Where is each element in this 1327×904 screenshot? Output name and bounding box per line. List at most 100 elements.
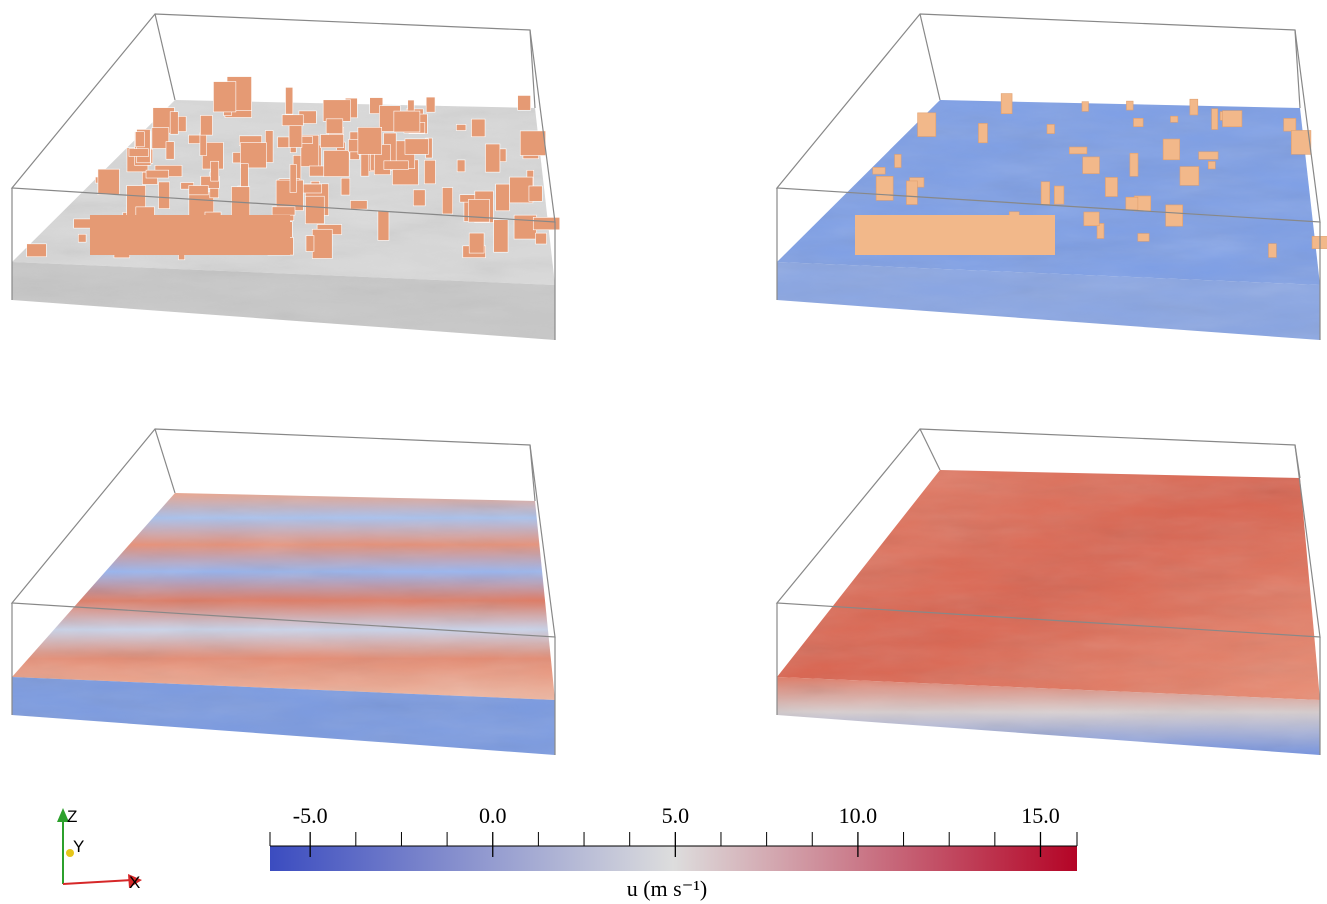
building [408, 100, 414, 111]
bounding-box-edge [920, 429, 940, 470]
building [405, 139, 429, 155]
building [518, 95, 531, 110]
building [323, 100, 350, 122]
building [426, 97, 435, 112]
tick-label: 15.0 [1021, 803, 1060, 828]
render-panel [12, 429, 555, 755]
building [424, 160, 435, 184]
building [282, 115, 303, 126]
colorbar: u (m s⁻¹) -5.0 0.0 5.0 10.0 15.0 [270, 803, 1077, 901]
y-label: Y [73, 837, 84, 856]
building [358, 127, 382, 154]
building [1190, 99, 1198, 115]
building [394, 111, 420, 132]
building [1134, 118, 1144, 126]
building [1082, 102, 1088, 112]
building [1199, 152, 1218, 160]
building [855, 215, 1055, 255]
building [231, 187, 249, 216]
building [536, 233, 547, 244]
building [876, 176, 893, 200]
building [456, 124, 466, 130]
building [529, 186, 542, 201]
building [272, 207, 295, 215]
building [278, 137, 289, 148]
building [78, 234, 86, 242]
building [895, 154, 902, 167]
building [321, 135, 344, 148]
building [309, 166, 323, 176]
building [1041, 182, 1050, 205]
building [1105, 177, 1117, 196]
building [27, 244, 47, 257]
building [471, 119, 485, 137]
building [166, 142, 174, 160]
building [1126, 101, 1133, 110]
building [413, 190, 425, 206]
render-panel [777, 14, 1327, 340]
building [1126, 197, 1138, 210]
building [159, 182, 170, 209]
building [1180, 167, 1199, 186]
building [1208, 161, 1215, 168]
figure: Z Y X u (m s⁻¹) -5.0 0.0 5.0 10.0 15.0 [0, 0, 1327, 904]
building [1084, 212, 1099, 226]
tick-label: -5.0 [293, 803, 328, 828]
building [306, 236, 314, 252]
building [1269, 244, 1277, 258]
bounding-box-edge [1295, 30, 1300, 108]
building [324, 150, 349, 176]
building [189, 186, 208, 195]
bounding-box-edge [155, 429, 175, 493]
tick-label: 0.0 [479, 803, 507, 828]
building [520, 131, 545, 156]
building [211, 161, 219, 181]
building [1130, 153, 1138, 176]
building [136, 132, 145, 147]
building [90, 215, 290, 255]
building [1138, 234, 1149, 242]
building [906, 181, 917, 205]
building [1212, 109, 1218, 130]
tick-label: 5.0 [662, 803, 690, 828]
building [442, 188, 452, 214]
building [1284, 118, 1296, 131]
building [378, 211, 389, 240]
building [1166, 205, 1183, 226]
x-label: X [129, 873, 140, 892]
panels [12, 14, 1327, 755]
building [341, 178, 350, 195]
bounding-box-edge [920, 14, 940, 100]
building [496, 184, 510, 211]
building [469, 233, 484, 253]
building [978, 123, 987, 142]
building [241, 164, 249, 187]
building [1047, 124, 1054, 133]
building [1069, 147, 1087, 154]
building [129, 149, 149, 157]
axes-triad: Z Y X [57, 807, 142, 892]
building [1054, 186, 1064, 204]
building [326, 119, 343, 134]
slab-top-texture [12, 493, 555, 700]
building [200, 115, 212, 135]
building [918, 113, 936, 137]
building [873, 167, 885, 174]
building [384, 161, 409, 170]
building [457, 160, 465, 172]
building [1171, 116, 1178, 122]
building [1001, 94, 1012, 114]
building [350, 201, 367, 210]
z-label: Z [67, 807, 77, 826]
colorbar-label: u (m s⁻¹) [627, 876, 708, 901]
render-panel [12, 14, 560, 340]
building [533, 217, 559, 229]
building [200, 133, 207, 156]
building [305, 196, 324, 224]
colorbar-bar [270, 846, 1077, 871]
building [290, 164, 296, 192]
render-panel [777, 429, 1320, 755]
bounding-box-edge [155, 14, 175, 100]
tick-label: 10.0 [839, 803, 878, 828]
bounding-box-edge [1295, 445, 1300, 478]
